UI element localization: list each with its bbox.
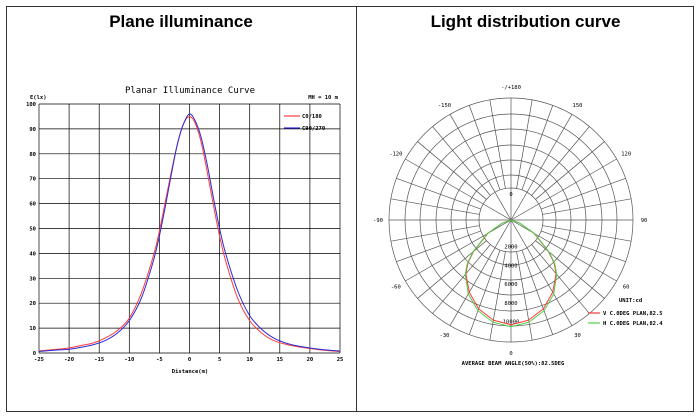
x-tick-label: 0 [188, 357, 191, 363]
polar-spoke [510, 158, 617, 221]
polar-spoke [468, 249, 501, 335]
angle-labels: -/+180 -150 150 -120 120 -90 90 -60 60 -30 30 0 [373, 85, 647, 357]
legend-label: H C.0DEG PLAN,82.4 [603, 321, 663, 327]
y-tick-label: 30 [29, 276, 36, 282]
polar-spoke [510, 114, 573, 221]
angle-label: 30 [574, 333, 581, 339]
planar-illuminance-chart: Planar Illuminance Curve E(lx) MH = 10 m… [26, 86, 343, 375]
angle-label: -30 [440, 333, 450, 339]
polar-grid [388, 97, 634, 343]
angle-label: 120 [621, 152, 631, 158]
polar-spoke [489, 251, 506, 341]
x-tick-label: 5 [218, 357, 221, 363]
x-axis-label: Distance(m) [172, 369, 208, 375]
series-line-2 [38, 113, 341, 353]
beam-angle-footer: AVERAGE BEAM ANGLE(50%):82.5DEG [462, 361, 565, 367]
light-distribution-chart: -/+180 -150 150 -120 120 -90 90 -60 60 -30 30 0 0 20… [373, 85, 663, 367]
x-tick-label: -10 [124, 357, 134, 363]
polar-spoke [405, 158, 512, 221]
x-tick-label: -5 [156, 357, 163, 363]
polar-spoke [396, 230, 482, 263]
angle-label: 60 [623, 285, 630, 291]
legend-label: V C.0DEG PLAN,82.5 [603, 311, 663, 317]
polar-spoke [449, 219, 512, 326]
polar-spoke [542, 198, 632, 215]
angle-label: 150 [573, 103, 583, 109]
polar-spoke [531, 126, 590, 196]
polar-spoke [449, 114, 512, 221]
distribution-curve-2 [464, 219, 558, 328]
left-panel-title: Plane illuminance [109, 12, 253, 31]
right-panel-title: Light distribution curve [430, 12, 621, 31]
angle-label: -90 [373, 218, 383, 224]
legend: C0/180 C90/270 [284, 114, 325, 132]
polar-spoke [468, 105, 501, 191]
x-tick-label: -25 [34, 357, 44, 363]
radial-labels: 0 2000 4000 6000 8000 10000 [503, 192, 520, 326]
polar-spoke [510, 219, 573, 326]
polar-spoke [535, 141, 605, 200]
unit-label: UNIT:cd [619, 298, 642, 304]
angle-label: -120 [389, 152, 402, 158]
polar-spoke [432, 244, 491, 314]
legend: UNIT:cd V C.0DEG PLAN,82.5 H C.0DEG PLAN,8… [588, 298, 663, 327]
distribution-curves [464, 219, 558, 328]
series-lines [38, 113, 341, 353]
y-tick-label: 20 [29, 301, 36, 307]
radial-label: 0 [509, 192, 512, 198]
y-tick-label: 80 [29, 152, 36, 158]
radial-label: 2000 [504, 245, 517, 251]
radial-label: 8000 [504, 301, 517, 307]
y-tick-label: 10 [29, 326, 36, 332]
angle-label: -/+180 [501, 85, 521, 91]
y-tick-label: 60 [29, 202, 36, 208]
y-tick-label: 0 [33, 351, 36, 357]
y-tick-label: 40 [29, 251, 36, 257]
polar-spoke [542, 225, 632, 242]
polar-spoke [417, 141, 487, 200]
polar-spoke [510, 219, 617, 282]
polar-spoke [489, 99, 506, 189]
y-axis-label: E(lx) [30, 95, 47, 101]
x-tick-label: -15 [94, 357, 104, 363]
legend-label: C0/180 [302, 114, 322, 120]
polar-spoke [521, 105, 554, 191]
y-tick-label: 90 [29, 127, 36, 133]
angle-label: 90 [641, 218, 648, 224]
series-line-1 [38, 115, 341, 353]
tick-labels: -25 -20 -15 -10 -5 0 5 10 15 20 25 0 10 20 30 40 50 60 70 8… [26, 102, 343, 363]
y-tick-label: 70 [29, 177, 36, 183]
polar-spoke [516, 251, 533, 341]
angle-label: -60 [391, 285, 401, 291]
polar-spoke [540, 177, 626, 210]
x-tick-label: 20 [307, 357, 314, 363]
angle-label: 0 [509, 351, 512, 357]
radial-label: 4000 [504, 263, 517, 269]
legend-label: C90/270 [302, 126, 325, 132]
grid [38, 103, 341, 354]
x-tick-label: 10 [246, 357, 253, 363]
polar-spoke [390, 225, 480, 242]
x-tick-label: -20 [64, 357, 74, 363]
radial-label: 6000 [504, 282, 517, 288]
y-tick-label: 50 [29, 227, 36, 233]
polar-spoke [540, 230, 626, 263]
chart-title: Planar Illuminance Curve [125, 86, 255, 96]
polar-spoke [396, 177, 482, 210]
polar-spoke [521, 249, 554, 335]
panel-divider [356, 6, 357, 412]
angle-label: -150 [438, 103, 451, 109]
polar-spoke [390, 198, 480, 215]
polar-spoke [432, 126, 491, 196]
polar-spoke [516, 99, 533, 189]
polar-spoke [531, 244, 590, 314]
x-tick-label: 15 [276, 357, 283, 363]
polar-spoke [405, 219, 512, 282]
radial-label: 10000 [503, 320, 520, 326]
y-tick-label: 100 [26, 102, 36, 108]
mounting-height-note: MH = 10 m [308, 95, 338, 101]
figure-frame [6, 6, 694, 412]
x-tick-label: 25 [337, 357, 344, 363]
